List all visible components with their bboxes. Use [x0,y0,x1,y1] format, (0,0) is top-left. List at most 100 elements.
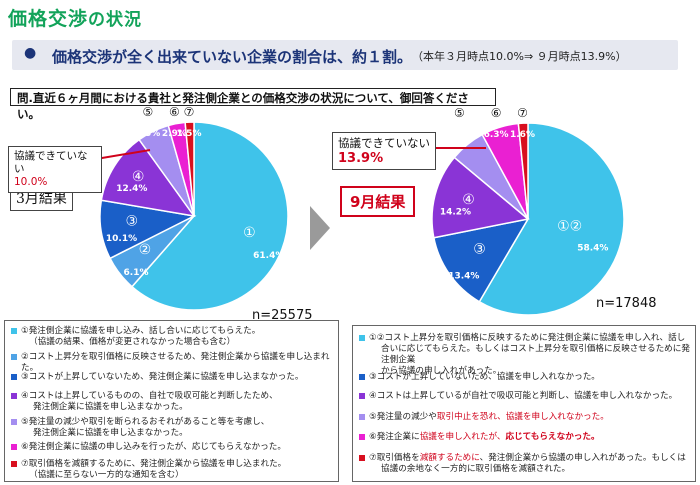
pie-slice [432,217,530,303]
september-result-label: 9月結果 [340,186,416,217]
march-callout-label: 協議できていない [14,150,88,175]
march-callout-value: 10.0% [14,176,48,188]
legend-text-highlight: 減額するために [419,453,480,463]
legend-text: ⑦取引価格を [369,453,420,463]
legend-text-highlight: 協議を申し入れたが、 [419,432,506,442]
september-legend-item-3: ③コストが上昇していないため、協議を申し入れなかった。 [359,372,600,383]
title-rest: の状況 [88,10,143,30]
september-legend-item-1: ①②コスト上昇分を取引価格に反映するために発注側企業に協議を申し入れ、話し 合いに… [359,333,695,377]
pie-slice [478,122,625,316]
legend-text: ①発注側企業に協議を申し込み、話し合いに応じてもらえた。 [21,326,261,336]
legend-swatch [11,354,17,360]
legend-swatch [359,374,365,380]
pie-slice [431,156,530,239]
september-legend: ①②コスト上昇分を取引価格に反映するために発注側企業に協議を申し入れ、話し 合いに… [352,325,696,482]
slice-value: 1.5% [177,129,202,139]
slice-label: ①② [557,218,582,234]
legend-swatch [11,461,17,467]
march-legend-item-3: ③コストが上昇していないため、発注側企業に協議を申し込まなかった。 [11,372,303,383]
transition-arrow-icon [310,206,330,250]
march-sample-size: n=25575 [252,308,313,323]
legend-text: ③コストが上昇していないため、協議を申し入れなかった。 [369,372,600,382]
legend-text: から協議の申し入れがあった。 [381,366,502,376]
slice-value: 5.5% [135,129,160,139]
september-legend-item-7: ⑦取引価格を減額するために、発注側企業から協議の申し入れがあった。もしくは 協議の… [359,453,686,475]
september-callout-value: 13.9% [338,151,384,166]
headline-bullet: ● [24,45,37,61]
slice-label: ① [243,225,256,241]
pie-slice [100,138,196,218]
legend-text: ①②コスト上昇分を取引価格に反映するために発注側企業に協議を申し入れ、話し [369,333,686,343]
pie-slice [184,121,195,217]
legend-text: ⑤発注量の減少や [369,412,437,422]
slice-value: 6.1% [124,268,149,278]
pie-slice [517,122,529,220]
slice-value: 10.1% [106,234,137,244]
headline: 価格交渉が全く出来ていない企業の割合は、約１割。 [52,48,413,66]
slice-value: 13.4% [448,272,479,282]
legend-text: ④コストは上昇しているが自社で吸収可能と判断し、協議を申し入れなかった。 [369,391,678,401]
march-legend-item-2: ②コスト上昇分を取引価格に反映させるため、発注側企業から協議を申し込まれた。 [11,352,338,374]
september-legend-item-4: ④コストは上昇しているが自社で吸収可能と判断し、協議を申し入れなかった。 [359,391,677,402]
slice-value: 14.2% [440,207,471,217]
september-legend-item-6: ⑥発注企業に協議を申し入れたが、応じてもらえなかった。 [359,432,600,443]
september-sample-size: n=17848 [596,296,657,311]
slice-label: ④ [132,169,145,185]
legend-text: 合いに応じてもらえた。もしくはコスト上昇分を取引価格に反映させるために発注側企業 [381,344,690,365]
slice-value: 1.6% [510,130,535,140]
legend-swatch [359,434,365,440]
march-legend-item-7: ⑦取引価格を減額するために、発注側企業から協議を申し込まれた。 （協議に至らない一… [11,459,286,481]
legend-text: （協議に至らない一方的な通知を含む） [29,470,184,480]
september-callout: 協議できていない 13.9% [332,132,436,170]
legend-text: 協議の余地なく一方的に取引価格を減額された。 [381,464,571,474]
slice-value: 58.4% [577,244,608,254]
slice-value: 6.3% [484,130,509,140]
legend-text: 発注側企業に協議を申し込まなかった。 [33,428,188,438]
legend-text: 発注側企業に協議を申し込まなかった。 [33,402,188,412]
slice-label: ③ [125,213,138,229]
legend-text: ⑤発注量の減少や取引を断られるおそれがあること等を考慮し、 [21,417,270,427]
legend-text-highlight: 取引中止を恐れ、協議を申し入れなかった。 [436,412,609,422]
legend-swatch [11,328,17,334]
legend-swatch [11,419,17,425]
legend-text: 、発注側企業から協議の申し入れがあった。もしくは [479,453,686,463]
september-legend-item-5: ⑤発注量の減少や取引中止を恐れ、協議を申し入れなかった。 [359,412,609,423]
pie-slice [130,121,289,311]
headline-note: （本年３月時点10.0%⇒ ９月時点13.9%） [412,50,627,63]
legend-text: ④コストは上昇しているものの、自社で吸収可能と判断したため、 [21,391,278,401]
legend-swatch [359,393,365,399]
survey-question: 問.直近６ヶ月間における貴社と発注側企業との価格交渉の状況について、御回答くださ… [10,88,496,121]
slice-value: 12.4% [116,184,147,194]
slice-label: ⑤ [454,106,465,120]
legend-text: ⑥発注側企業に協議の申し込みを行ったが、応じてもらえなかった。 [21,442,286,452]
slice-label: ⑤ [142,105,153,119]
legend-swatch [359,414,365,420]
title-main: 価格交渉 [8,8,89,30]
slice-label: ⑥ [169,105,180,119]
march-legend-item-4: ④コストは上昇しているものの、自社で吸収可能と判断したため、 発注側企業に協議を申… [11,391,278,413]
pie-1: ①② 58.4% ③ 13.4% ④14.2% ⑤ 6.0% ⑥ 6.3% ⑦ 1.6% [424,106,625,316]
pie-0: ① 61.4% ② 6.1% ③ 10.1% ④12.4% ⑤ 5.5% ⑥ 2.9% ⑦ 1.5% [89,105,289,311]
legend-swatch [359,335,365,341]
legend-swatch [359,455,365,461]
slice-label: ⑥ [491,106,502,120]
slice-label: ⑦ [517,106,528,120]
legend-text-highlight: 応じてもらえなかった。 [505,432,600,442]
slice-label: ② [139,242,152,258]
legend-swatch [11,374,17,380]
slice-value: 61.4% [253,251,284,261]
september-callout-label: 協議できていない [338,136,430,150]
legend-text: ②コスト上昇分を取引価格に反映させるため、発注側企業から協議を申し込まれた。 [21,352,330,373]
slice-label: ③ [473,241,486,257]
march-legend-item-5: ⑤発注量の減少や取引を断られるおそれがあること等を考慮し、 発注側企業に協議を申し… [11,417,269,439]
slice-value: 2.9% [162,129,187,139]
slice-label: ④ [462,192,475,208]
legend-text: ③コストが上昇していないため、発注側企業に協議を申し込まなかった。 [21,372,304,382]
march-callout: 協議できていない 10.0% [8,146,102,193]
march-legend: ①発注側企業に協議を申し込み、話し合いに応じてもらえた。 （協議の結果、価格が変更… [4,320,339,482]
legend-swatch [11,444,17,450]
march-legend-item-6: ⑥発注側企業に協議の申し込みを行ったが、応じてもらえなかった。 [11,442,286,453]
slice-value: 6.0% [447,130,472,140]
legend-text: ⑦取引価格を減額するために、発注側企業から協議を申し込まれた。 [21,459,287,469]
